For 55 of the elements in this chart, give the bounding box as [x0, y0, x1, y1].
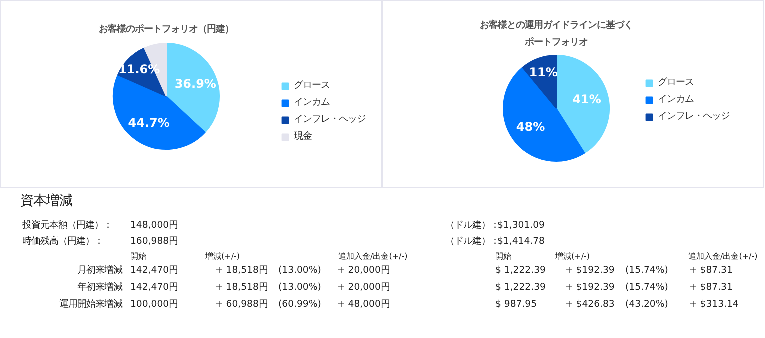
text: + $192.39 [566, 265, 615, 276]
legend-label: グロース [294, 79, 330, 92]
text: (13.00%) [278, 265, 322, 276]
text: (15.74%) [626, 265, 668, 276]
text: (60.99%) [278, 299, 322, 310]
text: + 20,000円 [338, 265, 390, 276]
text: + $87.31 [690, 282, 733, 293]
text: 投資元本額（円建）： [22, 220, 112, 231]
text: （ドル建）： [446, 236, 500, 247]
text: $1,301.09 [498, 220, 546, 231]
data-label: 36.9% [174, 76, 216, 91]
legend-label: 現金 [294, 130, 313, 143]
text: 開始 [130, 252, 146, 261]
text: (13.00%) [278, 282, 322, 293]
text: （ドル建）： [446, 220, 500, 231]
text: 時価残高（円建）： [22, 236, 104, 247]
legend-label: インカム [658, 93, 694, 106]
text: $ 1,222.39 [496, 282, 546, 293]
data-label: 41% [572, 92, 602, 107]
text: 追加入金/出金(+/-) [338, 252, 408, 261]
text: 増減(+/-) [204, 252, 240, 261]
text: 160,988円 [130, 236, 178, 247]
text: 142,470円 [130, 265, 178, 276]
text: 100,000円 [130, 299, 178, 310]
text: 運用開始来増減 [60, 299, 122, 310]
text: 追加入金/出金(+/-) [688, 252, 758, 261]
text: $ 1,222.39 [496, 265, 546, 276]
text: + $426.83 [566, 299, 615, 310]
text: 142,470円 [130, 282, 178, 293]
text: + $192.39 [566, 282, 615, 293]
text: 年初来増減 [78, 282, 122, 293]
text: $ 987.95 [496, 299, 538, 310]
text: + 18,518円 [216, 282, 268, 293]
chart-title: お客様のポートフォリオ（円建） [99, 24, 234, 35]
legend-label: グロース [658, 76, 694, 89]
text: 開始 [496, 252, 512, 261]
text: 月初来増減 [78, 265, 122, 276]
chart-title: お客様との運用ガイドラインに基づくポートフォリオ [480, 20, 633, 48]
text: + 60,988円 [216, 299, 268, 310]
text: 資本増減 [20, 193, 72, 209]
data-label: 44.7% [128, 116, 170, 130]
text: (43.20%) [626, 299, 668, 310]
text: + $87.31 [690, 265, 733, 276]
legend-label: インフレ・ヘッジ [294, 113, 366, 126]
legend-label: インカム [294, 96, 330, 109]
text: + $313.14 [690, 299, 739, 310]
text: + 48,000円 [338, 299, 390, 310]
text: $1,414.78 [498, 236, 546, 247]
text: 148,000円 [130, 220, 178, 231]
text: + 18,518円 [216, 265, 268, 276]
text: + 20,000円 [338, 282, 390, 293]
legend-label: インフレ・ヘッジ [658, 110, 730, 123]
text: 増減(+/-) [554, 252, 590, 261]
text: (15.74%) [626, 282, 668, 293]
data-label: 48% [516, 120, 546, 134]
